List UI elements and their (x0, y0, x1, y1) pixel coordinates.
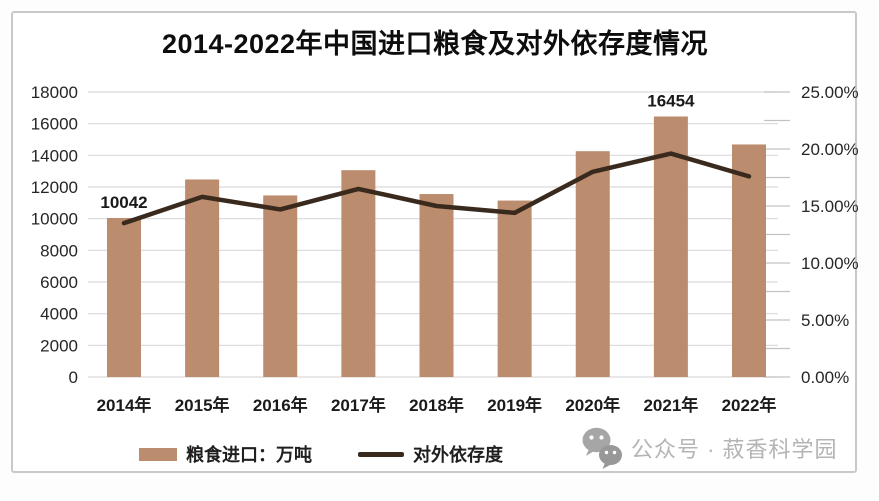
right-axis-tick-label: 5.00% (801, 311, 849, 330)
bar-2020年 (575, 151, 610, 377)
left-axis-tick-label: 8000 (40, 241, 78, 260)
x-axis-label-2019年: 2019年 (487, 395, 542, 415)
x-axis-label-2022年: 2022年 (722, 395, 777, 415)
legend-item-grain-import: 粮食进口：万吨 (139, 441, 312, 467)
chart-title: 2014-2022年中国进口粮食及对外依存度情况 (161, 29, 709, 59)
bar-2018年 (419, 194, 454, 377)
legend-label-grain-import: 粮食进口：万吨 (186, 445, 312, 465)
bar-2016年 (263, 195, 298, 377)
x-axis-label-2015年: 2015年 (175, 395, 230, 415)
bar-2022年 (732, 144, 766, 377)
left-axis-tick-label: 6000 (40, 273, 78, 292)
bar-2021年 (653, 116, 688, 377)
legend-item-dependency: 对外依存度 (358, 441, 503, 467)
legend-label-dependency: 对外依存度 (413, 445, 503, 465)
left-axis-tick-label: 4000 (40, 305, 78, 324)
left-axis-tick-label: 12000 (31, 178, 78, 197)
right-axis-tick-label: 10.00% (801, 254, 859, 273)
left-axis-tick-label: 10000 (31, 210, 78, 229)
right-axis-tick-label: 25.00% (801, 83, 859, 102)
left-axis-tick-label: 0 (69, 368, 78, 387)
bar-2019年 (497, 200, 532, 377)
watermark: 公众号 · 菽香科学园 (581, 426, 838, 470)
x-axis-label-2014年: 2014年 (97, 395, 152, 415)
bar-series-swatch (139, 447, 177, 461)
right-axis-tick-label: 15.00% (801, 197, 859, 216)
left-axis-tick-label: 2000 (40, 336, 78, 355)
data-label-2014年: 10042 (100, 193, 147, 212)
dependency-line (121, 151, 752, 226)
wechat-icon (582, 427, 622, 469)
left-axis-tick-label: 16000 (31, 115, 78, 134)
x-axis-label-2017年: 2017年 (331, 395, 386, 415)
right-axis-tick-label: 20.00% (801, 140, 859, 159)
x-axis-label-2020年: 2020年 (565, 395, 620, 415)
right-axis-tick-label: 0.00% (801, 368, 849, 387)
x-axis-label-2018年: 2018年 (409, 395, 464, 415)
x-axis-label-2021年: 2021年 (643, 395, 698, 415)
x-axis-label-2016年: 2016年 (253, 395, 308, 415)
bar-2017年 (341, 170, 376, 377)
bar-2015年 (185, 179, 220, 377)
line-series-swatch (358, 451, 404, 457)
left-axis-tick-label: 14000 (31, 146, 78, 165)
chart-legend: 粮食进口：万吨 对外依存度 (11, 441, 631, 467)
watermark-text: 公众号 · 菽香科学园 (631, 437, 838, 462)
left-axis-tick-label: 18000 (31, 83, 78, 102)
bar-2014年 (107, 218, 141, 377)
data-label-2021年: 16454 (647, 91, 695, 110)
